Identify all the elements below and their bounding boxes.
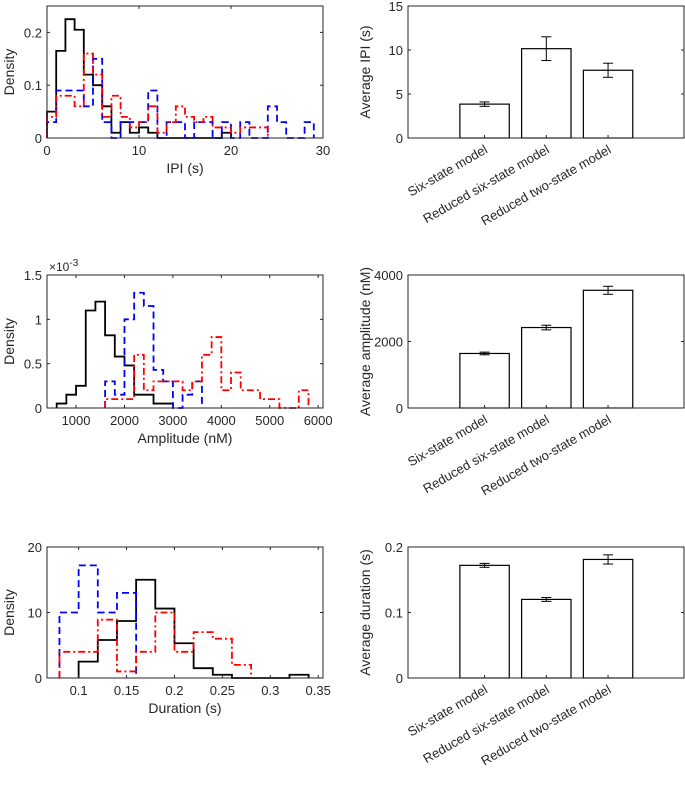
x-tick-label: 0.15 bbox=[114, 683, 139, 698]
y-axis-label: Average duration (s) bbox=[357, 549, 373, 676]
y-tick-label: 15 bbox=[389, 0, 403, 14]
x-tick-label: 0.2 bbox=[165, 683, 183, 698]
axes-box bbox=[46, 546, 324, 679]
y-axis-label: Density bbox=[1, 589, 17, 636]
bar bbox=[521, 48, 572, 139]
y-tick-label: 0 bbox=[396, 131, 403, 146]
bar bbox=[582, 558, 634, 679]
x-tick-label: 6000 bbox=[304, 413, 333, 428]
axes-box bbox=[407, 546, 685, 679]
bar bbox=[521, 326, 572, 409]
y-tick-label: 0.2 bbox=[24, 25, 42, 40]
bar bbox=[459, 564, 510, 679]
duration-hist-panel: 0.1 0.15 0.2 0.25 0.3 0.35 Duration (s) 0 10 20 De… bbox=[1, 540, 331, 716]
histogram-series-1 bbox=[46, 57, 315, 139]
axes-box bbox=[46, 5, 324, 139]
y-axis-label: Density bbox=[1, 49, 17, 96]
x-tick-label: 0.25 bbox=[210, 683, 235, 698]
bar bbox=[459, 103, 510, 139]
x-axis-label: Duration (s) bbox=[148, 700, 221, 716]
y-tick-label: 0.5 bbox=[24, 357, 42, 372]
y-scale-factor: ×10-3 bbox=[49, 258, 79, 274]
axes-box bbox=[407, 274, 685, 409]
x-tick-label: 10 bbox=[132, 143, 146, 158]
histogram-series-2 bbox=[58, 611, 253, 678]
x-axis-label: Amplitude (nM) bbox=[138, 430, 233, 446]
axes-box bbox=[46, 274, 324, 409]
y-tick-label: 1 bbox=[35, 312, 42, 327]
x-tick-label: 0.1 bbox=[70, 683, 88, 698]
bar bbox=[521, 598, 572, 679]
x-tick-label: 0.3 bbox=[261, 683, 279, 698]
y-tick-label: 5 bbox=[396, 87, 403, 102]
y-axis-label: Density bbox=[1, 318, 17, 365]
y-tick-label: 0.1 bbox=[24, 78, 42, 93]
x-tick-label: 1000 bbox=[62, 413, 91, 428]
y-tick-label: 1.5 bbox=[24, 268, 42, 283]
histogram-series-2 bbox=[46, 52, 269, 138]
y-tick-label: 0 bbox=[35, 671, 42, 686]
x-tick-label: 30 bbox=[316, 143, 330, 158]
x-tick-label: 20 bbox=[224, 143, 238, 158]
x-tick-label: 0.35 bbox=[306, 683, 331, 698]
bar bbox=[459, 352, 510, 409]
x-tick-label: 4000 bbox=[207, 413, 236, 428]
amplitude-hist-panel: 1000 2000 3000 4000 5000 6000 Amplitude (nM) ×1… bbox=[1, 258, 333, 446]
y-tick-label: 10 bbox=[28, 606, 42, 621]
y-tick-label: 0.2 bbox=[385, 540, 403, 555]
bar bbox=[582, 69, 634, 139]
histogram-series-1 bbox=[104, 291, 203, 409]
y-tick-label: 20 bbox=[28, 540, 42, 555]
x-tick-label: 0 bbox=[43, 143, 50, 158]
histogram-series-2 bbox=[104, 336, 310, 409]
y-tick-label: 2000 bbox=[374, 335, 403, 350]
y-tick-label: 0 bbox=[35, 401, 42, 416]
y-tick-label: 4000 bbox=[374, 268, 403, 283]
histogram-series-1 bbox=[58, 564, 138, 678]
y-tick-label: 0.1 bbox=[385, 606, 403, 621]
y-tick-label: 10 bbox=[389, 43, 403, 58]
axes-box bbox=[407, 5, 685, 139]
histogram-series-0 bbox=[77, 578, 310, 679]
bar bbox=[582, 289, 634, 409]
y-scale-exponent: -3 bbox=[69, 258, 78, 269]
y-axis-label: Average amplitude (nM) bbox=[357, 267, 373, 416]
x-tick-label: 2000 bbox=[110, 413, 139, 428]
y-axis-label: Average IPI (s) bbox=[357, 25, 373, 118]
x-axis-label: IPI (s) bbox=[166, 160, 203, 176]
y-tick-label: 0 bbox=[35, 131, 42, 146]
y-tick-label: 0 bbox=[396, 401, 403, 416]
x-tick-label: 5000 bbox=[255, 413, 284, 428]
histogram-series-0 bbox=[55, 300, 174, 408]
x-tick-label: 3000 bbox=[158, 413, 187, 428]
y-tick-label: 0 bbox=[396, 671, 403, 686]
ipi-hist-panel: 0 10 20 30 IPI (s) 0 0.1 0.2 Density bbox=[1, 5, 330, 176]
